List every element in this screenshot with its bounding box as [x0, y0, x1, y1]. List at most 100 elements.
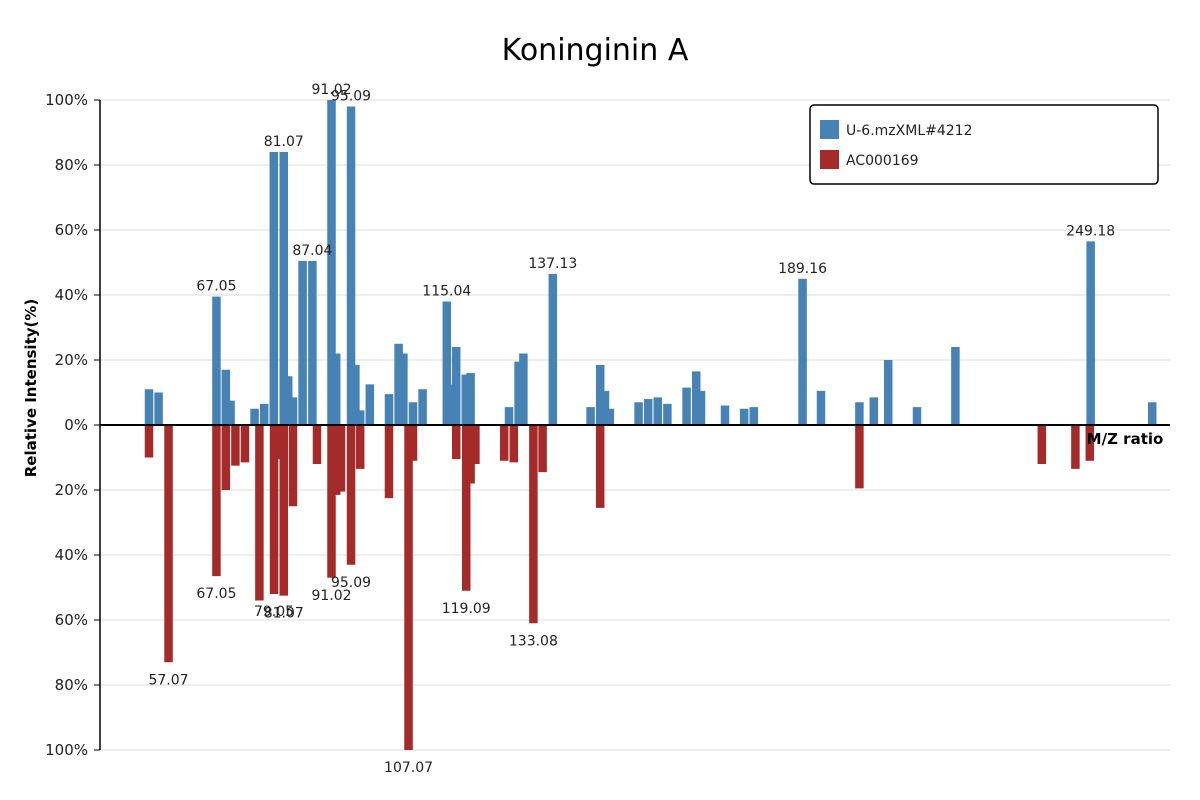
bar-sample [798, 278, 807, 425]
bar-sample [869, 397, 879, 425]
peak-label-sample: 91.02 [311, 82, 351, 98]
bar-sample [504, 407, 514, 425]
bar-reference [274, 425, 283, 460]
bar-sample [394, 343, 403, 425]
bar-sample [279, 152, 288, 425]
bar-sample [749, 407, 759, 425]
bar-reference [212, 425, 221, 577]
bar-sample [346, 106, 356, 425]
peak-label-sample: 115.04 [422, 284, 471, 300]
bar-sample [696, 390, 706, 425]
legend-label-ac000169: AC000169 [846, 153, 919, 169]
bar-reference [408, 425, 418, 461]
bar-sample [595, 364, 605, 425]
bar-reference [331, 425, 341, 495]
y-axis-title: Relative Intensity(%) [22, 299, 40, 478]
bar-sample [519, 353, 528, 425]
bar-reference [466, 425, 475, 484]
x-axis-title: M/Z ratio [1087, 430, 1164, 448]
peak-label-sample: 87.04 [292, 243, 332, 259]
peak-label-reference: 81.07 [264, 606, 304, 622]
y-tick-label: 40% [55, 286, 88, 304]
peak-label-reference: 57.07 [148, 672, 188, 688]
bar-sample [855, 402, 864, 425]
bar-sample [682, 387, 691, 425]
bar-sample [951, 347, 960, 425]
peak-label-reference: 91.02 [311, 588, 351, 604]
legend-label-u6: U-6.mzXML#4212 [846, 123, 972, 139]
bar-sample [221, 369, 231, 425]
bar-reference [355, 425, 365, 469]
bar-reference [240, 425, 250, 463]
peak-label-reference: 107.07 [384, 760, 433, 776]
bar-sample [288, 397, 298, 425]
bar-reference [231, 425, 240, 466]
bar-reference [346, 425, 356, 565]
y-tick-label: 80% [55, 156, 88, 174]
bar-reference [164, 425, 173, 663]
bar-reference [538, 425, 547, 473]
peak-label-sample: 249.18 [1066, 223, 1115, 239]
y-tick-label: 20% [55, 351, 88, 369]
bar-sample [298, 260, 307, 425]
bar-sample [720, 405, 730, 425]
bar-reference [1085, 425, 1095, 461]
bar-reference [288, 425, 298, 507]
bar-sample [514, 361, 523, 425]
bar-sample [154, 392, 163, 425]
bar-reference [855, 425, 864, 489]
bar-sample [451, 347, 461, 425]
chart-title: Koninginin A [502, 33, 689, 68]
peak-label-reference: 119.09 [442, 601, 491, 617]
bar-reference [269, 425, 279, 594]
bar-sample [442, 301, 452, 425]
bar-sample [259, 403, 269, 425]
bar-sample [269, 152, 279, 425]
peak-label-sample: 81.07 [264, 134, 304, 150]
bar-sample [1086, 241, 1095, 425]
bar-sample [327, 100, 336, 425]
y-ticks: 100% 80% 60% 40% 20% 0% 20% 40% 60% 80% 100% [45, 91, 100, 759]
peak-label-sample: 137.13 [528, 256, 577, 272]
bar-sample [739, 408, 749, 425]
bar-sample [399, 353, 408, 425]
peak-label-reference: 95.09 [331, 575, 371, 591]
y-tick-label: 60% [55, 221, 88, 239]
bar-sample [605, 408, 615, 425]
bar-reference [451, 425, 461, 460]
peak-label-sample: 189.16 [778, 261, 827, 277]
bar-sample [653, 397, 663, 425]
peak-label-reference: 133.08 [509, 633, 558, 649]
bar-reference [327, 425, 336, 578]
legend-swatch-u6 [820, 120, 839, 139]
bar-reference [221, 425, 231, 490]
legend-swatch-ac000169 [820, 150, 839, 169]
bar-sample [466, 373, 475, 425]
bar-sample [250, 408, 259, 425]
bar-sample [816, 390, 826, 425]
bar-sample [212, 296, 221, 425]
bar-sample [447, 384, 456, 425]
bar-sample [408, 402, 418, 425]
bar-reference [529, 425, 538, 624]
bar-reference [336, 425, 346, 492]
peak-label-reference: 67.05 [196, 586, 236, 602]
bar-reference [279, 425, 288, 596]
y-tick-label: 40% [55, 546, 88, 564]
peak-label-reference: 79.05 [254, 604, 294, 620]
bar-reference [595, 425, 605, 508]
y-tick-label: 60% [55, 611, 88, 629]
y-tick-label: 100% [45, 741, 88, 759]
bar-sample [643, 399, 653, 425]
bar-reference [312, 425, 322, 464]
bars [144, 100, 1157, 750]
bar-sample [418, 389, 427, 425]
bar-sample [586, 407, 595, 425]
bar-reference [404, 425, 413, 750]
bar-sample [461, 374, 471, 425]
bar-sample [691, 371, 701, 425]
bar-reference [471, 425, 480, 464]
bar-sample [351, 364, 360, 425]
bar-reference [1071, 425, 1080, 469]
